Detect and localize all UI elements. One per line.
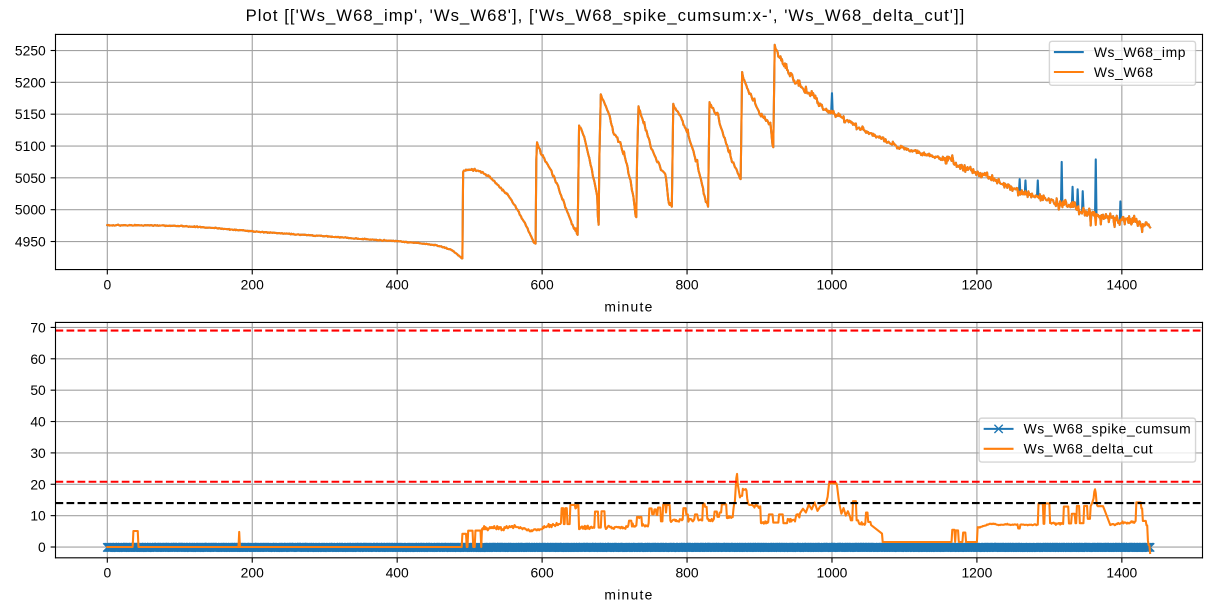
svg-text:5150: 5150	[15, 106, 46, 122]
svg-text:minute: minute	[604, 298, 653, 314]
svg-text:1200: 1200	[961, 276, 992, 292]
svg-text:minute: minute	[604, 587, 653, 603]
svg-text:200: 200	[241, 276, 264, 292]
svg-text:800: 800	[675, 276, 698, 292]
svg-text:1000: 1000	[817, 276, 848, 292]
svg-text:Ws_W68_imp: Ws_W68_imp	[1094, 44, 1197, 60]
svg-text:Plot [['Ws_W68_imp', 'Ws_W68']: Plot [['Ws_W68_imp', 'Ws_W68'], ['Ws_W68…	[246, 6, 966, 25]
svg-text:1200: 1200	[961, 565, 992, 581]
svg-text:40: 40	[30, 414, 46, 430]
svg-text:20: 20	[30, 476, 46, 492]
svg-text:Ws_W68_delta_cut: Ws_W68_delta_cut	[1024, 441, 1154, 457]
svg-text:1000: 1000	[817, 565, 848, 581]
svg-text:5250: 5250	[15, 43, 46, 59]
svg-text:0: 0	[38, 539, 46, 555]
svg-text:1400: 1400	[1106, 276, 1137, 292]
svg-text:60: 60	[30, 351, 46, 367]
svg-text:400: 400	[386, 565, 409, 581]
svg-text:600: 600	[531, 565, 554, 581]
svg-text:Ws_W68: Ws_W68	[1094, 64, 1154, 80]
svg-text:600: 600	[531, 276, 554, 292]
svg-text:5200: 5200	[15, 74, 46, 90]
svg-text:0: 0	[103, 565, 111, 581]
svg-text:10: 10	[30, 508, 46, 524]
svg-text:400: 400	[386, 276, 409, 292]
svg-text:70: 70	[30, 319, 46, 335]
svg-text:5000: 5000	[15, 202, 46, 218]
svg-text:0: 0	[103, 276, 111, 292]
svg-text:800: 800	[675, 565, 698, 581]
svg-text:4950: 4950	[15, 234, 46, 250]
svg-text:200: 200	[241, 565, 264, 581]
svg-text:50: 50	[30, 382, 46, 398]
svg-text:Ws_W68_spike_cumsum: Ws_W68_spike_cumsum	[1024, 421, 1202, 437]
svg-text:5100: 5100	[15, 138, 46, 154]
svg-text:30: 30	[30, 445, 46, 461]
svg-text:5050: 5050	[15, 170, 46, 186]
svg-text:1400: 1400	[1106, 565, 1137, 581]
